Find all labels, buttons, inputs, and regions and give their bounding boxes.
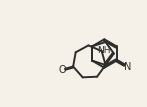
- Text: NH: NH: [97, 46, 111, 55]
- Text: N: N: [124, 62, 131, 72]
- Text: O: O: [58, 65, 66, 75]
